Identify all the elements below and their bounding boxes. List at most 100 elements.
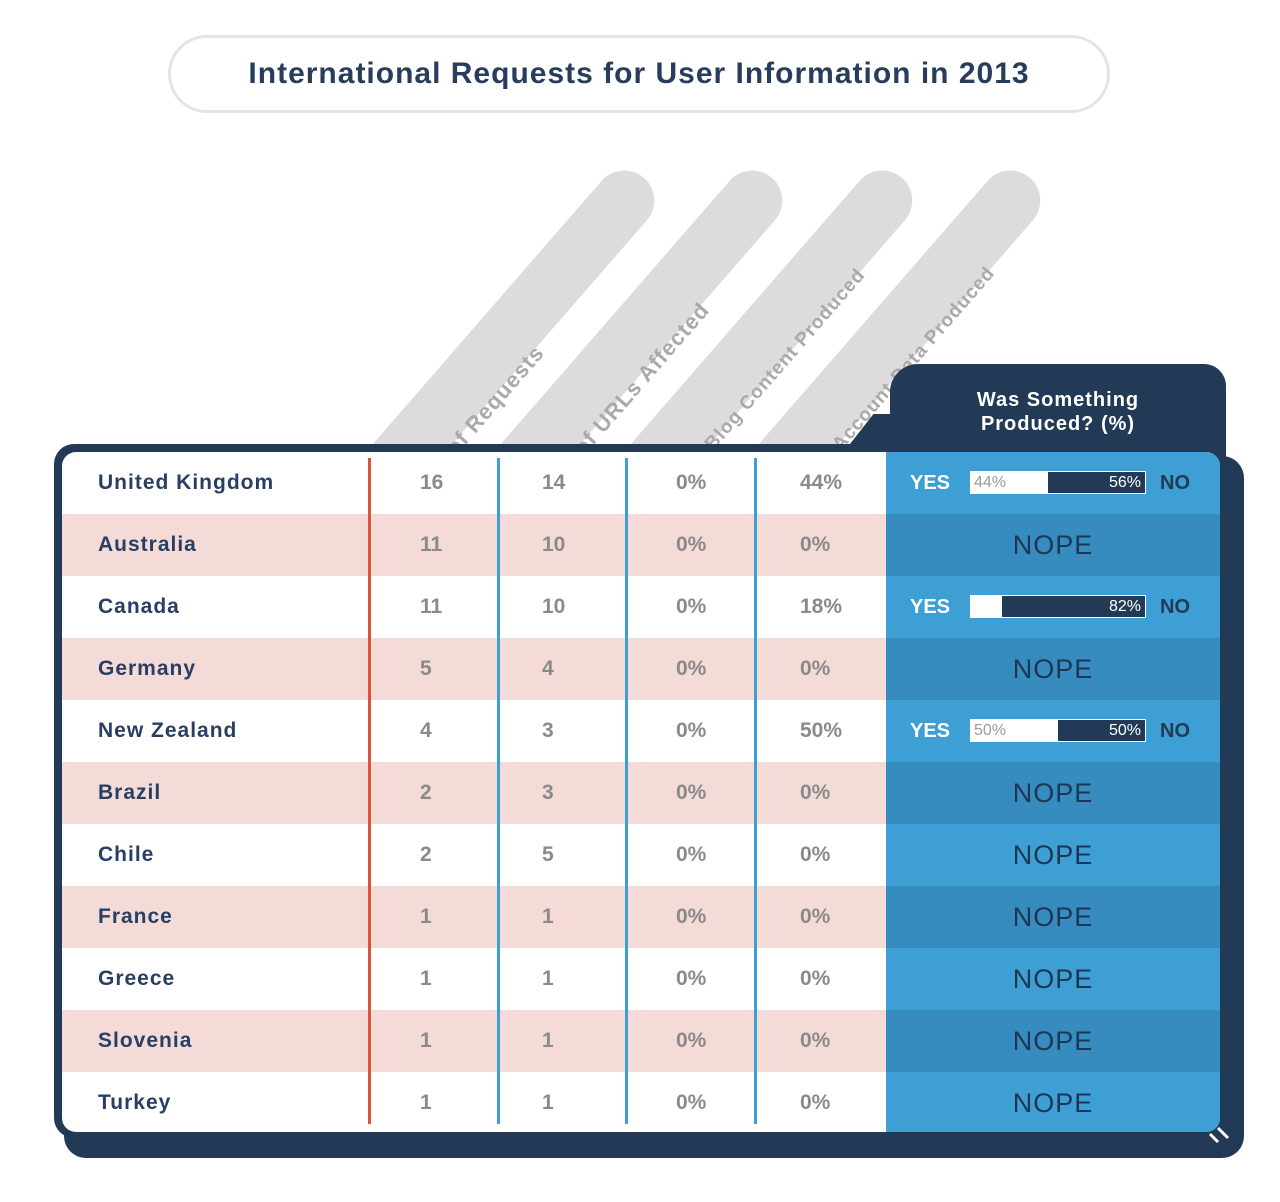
country-cell: France (98, 905, 173, 928)
blog-cell: 0% (676, 719, 707, 742)
nope-label: NOPE (1012, 902, 1094, 932)
table-row: Slovenia 1 1 0% 0% NOPE (62, 1010, 1220, 1072)
table-row: Germany 5 4 0% 0% NOPE (62, 638, 1220, 700)
table-row: Greece 1 1 0% 0% NOPE (62, 948, 1220, 1010)
urls-cell: 3 (542, 781, 554, 804)
produced-cell: NOPE (886, 948, 1220, 1010)
produced-cell: NOPE (886, 886, 1220, 948)
nope-label: NOPE (1012, 1088, 1094, 1118)
urls-cell: 5 (542, 843, 554, 866)
requests-cell: 5 (420, 657, 432, 680)
country-cell: Slovenia (98, 1029, 193, 1052)
nope-label: NOPE (1012, 778, 1094, 808)
corner-decoration (1208, 1126, 1230, 1144)
country-cell: Turkey (98, 1091, 172, 1114)
account-cell: 0% (800, 905, 831, 928)
country-cell: Germany (98, 657, 197, 680)
column-divider (754, 458, 757, 1124)
blog-cell: 0% (676, 1029, 707, 1052)
produced-yes-value: 50% (974, 722, 1007, 739)
no-label: NO (1160, 596, 1190, 618)
nope-label: NOPE (1012, 654, 1094, 684)
nope-label: NOPE (1012, 530, 1094, 560)
requests-cell: 1 (420, 1029, 432, 1052)
account-cell: 44% (800, 471, 843, 494)
blog-cell: 0% (676, 1091, 707, 1114)
blog-cell: 0% (676, 595, 707, 618)
produced-no-value: 50% (1108, 722, 1141, 739)
blog-cell: 0% (676, 533, 707, 556)
urls-cell: 1 (542, 1029, 554, 1052)
produced-cell: NOPE (886, 638, 1220, 700)
table-row: Brazil 2 3 0% 0% NOPE (62, 762, 1220, 824)
table-row: Chile 2 5 0% 0% NOPE (62, 824, 1220, 886)
blog-cell: 0% (676, 905, 707, 928)
urls-cell: 3 (542, 719, 554, 742)
table-row: Canada 11 10 0% 18% YES 82% NO (62, 576, 1220, 638)
requests-cell: 16 (420, 471, 444, 494)
blog-cell: 0% (676, 657, 707, 680)
produced-bar: 50% 50% (970, 719, 1146, 742)
produced-bar: 82% (970, 595, 1146, 618)
account-cell: 0% (800, 1091, 831, 1114)
header-produced-label: Was Something Produced? (%) (890, 388, 1226, 436)
account-cell: 0% (800, 843, 831, 866)
blog-cell: 0% (676, 843, 707, 866)
nope-label: NOPE (1012, 1026, 1094, 1056)
urls-cell: 10 (542, 595, 566, 618)
urls-cell: 10 (542, 533, 566, 556)
produced-yes-value: 44% (974, 474, 1007, 491)
header-produced-text: Was Something Produced? (%) (976, 389, 1140, 435)
country-cell: Chile (98, 843, 155, 866)
urls-cell: 4 (542, 657, 554, 680)
account-cell: 0% (800, 967, 831, 990)
requests-cell: 4 (420, 719, 432, 742)
column-divider (625, 458, 628, 1124)
no-label: NO (1160, 720, 1190, 742)
requests-cell: 11 (420, 533, 443, 556)
table-row: New Zealand 4 3 0% 50% YES 50% 50% NO (62, 700, 1220, 762)
produced-cell: NOPE (886, 1072, 1220, 1132)
account-cell: 0% (800, 781, 831, 804)
yes-label: YES (910, 472, 951, 494)
urls-cell: 1 (542, 905, 554, 928)
blog-cell: 0% (676, 781, 707, 804)
requests-cell: 11 (420, 595, 443, 618)
nope-label: NOPE (1012, 964, 1094, 994)
produced-bar: 44% 56% (970, 471, 1146, 494)
requests-cell: 1 (420, 967, 432, 990)
produced-bar-yes-segment (971, 472, 1048, 493)
blog-cell: 0% (676, 967, 707, 990)
urls-cell: 14 (542, 471, 566, 494)
table-row: Australia 11 10 0% 0% NOPE (62, 514, 1220, 576)
country-cell: Canada (98, 595, 180, 618)
table-row: Turkey 1 1 0% 0% NOPE (62, 1072, 1220, 1132)
produced-bar-yes-segment (971, 720, 1058, 741)
produced-cell: YES 44% 56% NO (886, 452, 1220, 514)
produced-cell: YES 82% NO (886, 576, 1220, 638)
produced-cell: NOPE (886, 514, 1220, 576)
account-cell: 50% (800, 719, 843, 742)
blog-cell: 0% (676, 471, 707, 494)
produced-no-value: 56% (1108, 474, 1141, 491)
no-label: NO (1160, 472, 1190, 494)
produced-cell: NOPE (886, 1010, 1220, 1072)
account-cell: 0% (800, 657, 831, 680)
account-cell: 0% (800, 1029, 831, 1052)
country-cell: Greece (98, 967, 176, 990)
requests-cell: 2 (420, 781, 432, 804)
account-cell: 0% (800, 533, 831, 556)
nope-label: NOPE (1012, 840, 1094, 870)
column-divider (368, 458, 371, 1124)
urls-cell: 1 (542, 967, 554, 990)
produced-cell: NOPE (886, 824, 1220, 886)
data-table: United Kingdom 16 14 0% 44% YES 44% 56% NO Austra… (62, 452, 1220, 1132)
country-cell: United Kingdom (98, 471, 275, 494)
table-row: France 1 1 0% 0% NOPE (62, 886, 1220, 948)
yes-label: YES (910, 596, 951, 618)
requests-cell: 1 (420, 1091, 432, 1114)
yes-label: YES (910, 720, 951, 742)
requests-cell: 1 (420, 905, 432, 928)
column-divider (497, 458, 500, 1124)
country-cell: Australia (98, 533, 197, 556)
